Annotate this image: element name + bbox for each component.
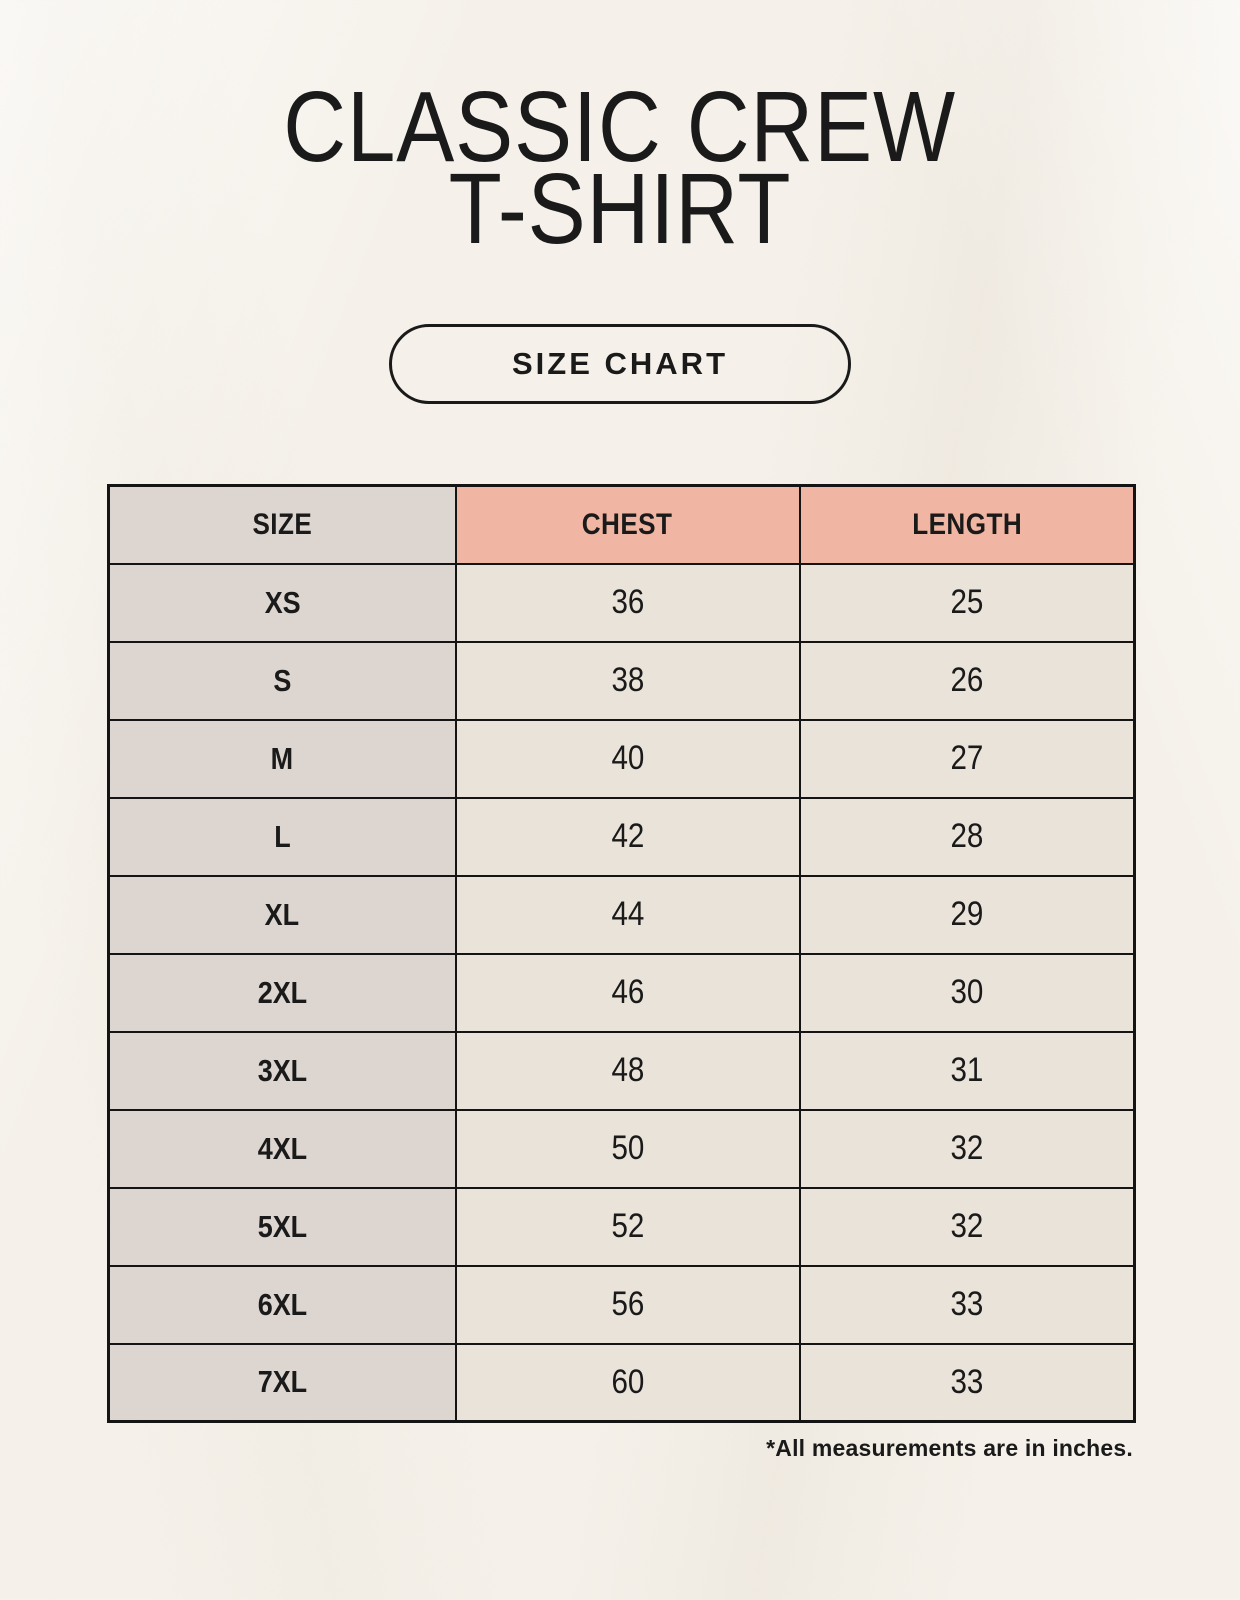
size-cell: 2XL [107,952,457,1033]
chest-cell: 42 [454,796,801,877]
chest-cell: 38 [454,640,801,721]
length-cell: 31 [798,1030,1136,1111]
chest-cell: 46 [454,952,801,1033]
size-cell: 7XL [107,1342,457,1423]
column-header-length: LENGTH [798,484,1136,565]
badge-container: SIZE CHART [0,324,1240,404]
size-cell: 6XL [107,1264,457,1345]
page-title-line-1: CLASSIC CREW [283,71,957,183]
size-cell: M [107,718,457,799]
size-chart-button[interactable]: SIZE CHART [389,324,851,404]
table-row: 3XL 48 31 [107,1030,1136,1111]
length-cell: 32 [798,1186,1136,1267]
chest-cell: 36 [454,562,801,643]
chest-cell: 44 [454,874,801,955]
measurements-footnote: *All measurements are in inches. [766,1435,1133,1461]
chest-cell: 48 [454,1030,801,1111]
length-cell: 33 [798,1342,1136,1423]
size-chart-table-container: SIZE CHEST LENGTH XS 36 25 S 38 26 M 40 … [107,484,1136,1423]
size-cell: XL [107,874,457,955]
length-cell: 33 [798,1264,1136,1345]
table-row: M 40 27 [107,718,1136,799]
chest-cell: 52 [454,1186,801,1267]
size-cell: XS [107,562,457,643]
table-row: S 38 26 [107,640,1136,721]
table-row: 5XL 52 32 [107,1186,1136,1267]
length-cell: 32 [798,1108,1136,1189]
column-header-chest: CHEST [454,484,801,565]
column-header-size: SIZE [107,484,457,565]
table-row: 7XL 60 33 [107,1342,1136,1423]
chest-cell: 40 [454,718,801,799]
length-cell: 30 [798,952,1136,1033]
page-title: CLASSIC CREW T-SHIRT [0,71,1240,265]
chest-cell: 56 [454,1264,801,1345]
length-cell: 25 [798,562,1136,643]
page-title-line-2: T-SHIRT [448,153,792,265]
size-cell: L [107,796,457,877]
length-cell: 26 [798,640,1136,721]
table-row: XL 44 29 [107,874,1136,955]
table-row: 2XL 46 30 [107,952,1136,1033]
table-header-row: SIZE CHEST LENGTH [107,484,1136,565]
length-cell: 28 [798,796,1136,877]
table-row: L 42 28 [107,796,1136,877]
size-cell: 5XL [107,1186,457,1267]
chest-cell: 50 [454,1108,801,1189]
table-row: XS 36 25 [107,562,1136,643]
length-cell: 29 [798,874,1136,955]
size-cell: 3XL [107,1030,457,1111]
chest-cell: 60 [454,1342,801,1423]
length-cell: 27 [798,718,1136,799]
size-cell: 4XL [107,1108,457,1189]
table-row: 4XL 50 32 [107,1108,1136,1189]
table-row: 6XL 56 33 [107,1264,1136,1345]
size-chart-button-label: SIZE CHART [512,346,728,381]
size-chart-table: SIZE CHEST LENGTH XS 36 25 S 38 26 M 40 … [107,484,1136,1423]
size-cell: S [107,640,457,721]
